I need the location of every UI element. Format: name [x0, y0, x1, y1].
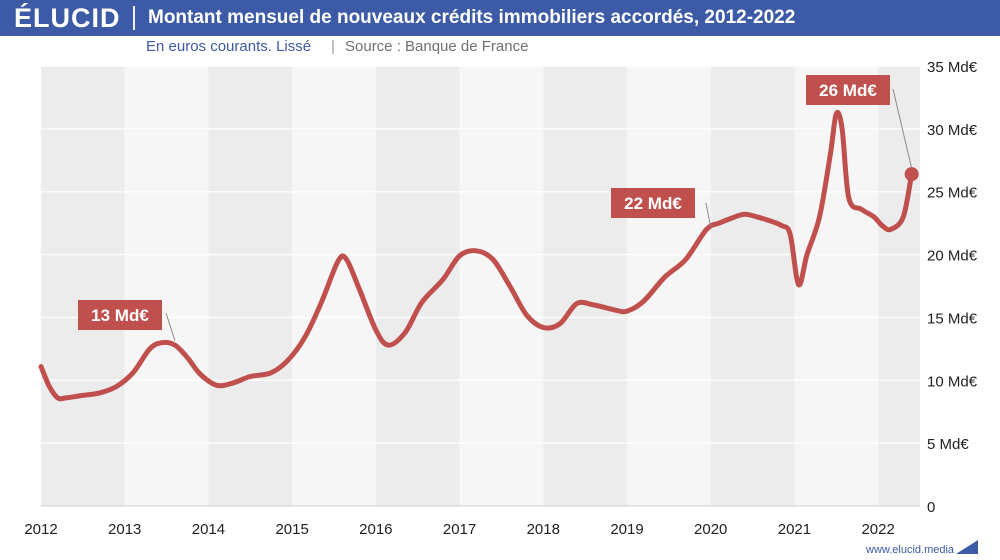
year-band-2016 [375, 66, 460, 506]
year-band-2017 [459, 66, 544, 506]
year-band-2014 [208, 66, 293, 506]
year-band-2020 [710, 66, 795, 506]
y-tick-label: 20 Md€ [927, 248, 978, 265]
elucid-logo: ÉLUCID [14, 3, 121, 33]
y-tick-label: 35 Md€ [927, 59, 978, 76]
y-tick-label: 0 [927, 499, 935, 516]
end-point-marker [904, 167, 919, 182]
year-band-2022 [878, 66, 920, 506]
series-line [38, 109, 915, 402]
y-tick-label: 25 Md€ [927, 185, 978, 202]
callout-leader [165, 312, 176, 341]
callout-label: 13 Md€ [91, 306, 149, 325]
callout-label: 26 Md€ [819, 81, 877, 100]
chart-subtitle: En euros courants. Lissé [146, 38, 312, 55]
callout-leader [892, 88, 913, 169]
chart-title: Montant mensuel de nouveaux crédits immo… [148, 7, 796, 28]
x-tick-label: 2012 [24, 521, 57, 538]
header-divider [133, 6, 135, 30]
year-band-2015 [292, 66, 376, 506]
year-band-2018 [543, 66, 627, 506]
chart-source: Source : Banque de France [345, 38, 529, 55]
y-tick-label: 5 Md€ [927, 436, 969, 453]
year-band-2021 [794, 66, 879, 506]
footer-url[interactable]: www.elucid.media [866, 544, 955, 556]
y-tick-label: 15 Md€ [927, 310, 978, 327]
callout-leader [705, 202, 712, 228]
y-tick-label: 30 Md€ [927, 122, 978, 139]
y-tick-label: 10 Md€ [927, 373, 978, 390]
callout-box [611, 188, 695, 218]
year-band-2013 [124, 66, 209, 506]
year-band-2019 [627, 66, 711, 506]
x-tick-label: 2020 [694, 521, 727, 538]
x-tick-label: 2021 [778, 521, 811, 538]
x-tick-label: 2022 [861, 521, 894, 538]
callout-box [806, 75, 890, 105]
elucid-flag-icon [956, 540, 978, 554]
year-band-2012 [41, 66, 125, 506]
x-tick-label: 2013 [108, 521, 141, 538]
x-tick-label: 2016 [359, 521, 392, 538]
x-tick-label: 2018 [527, 521, 560, 538]
header-bar: ÉLUCID Montant mensuel de nouveaux crédi… [0, 0, 1000, 36]
x-tick-label: 2017 [443, 521, 476, 538]
x-tick-label: 2019 [610, 521, 643, 538]
x-tick-label: 2015 [275, 521, 308, 538]
x-tick-label: 2014 [192, 521, 225, 538]
subtitle-separator: | [331, 38, 335, 55]
callout-box [78, 300, 162, 330]
callout-label: 22 Md€ [624, 194, 682, 213]
